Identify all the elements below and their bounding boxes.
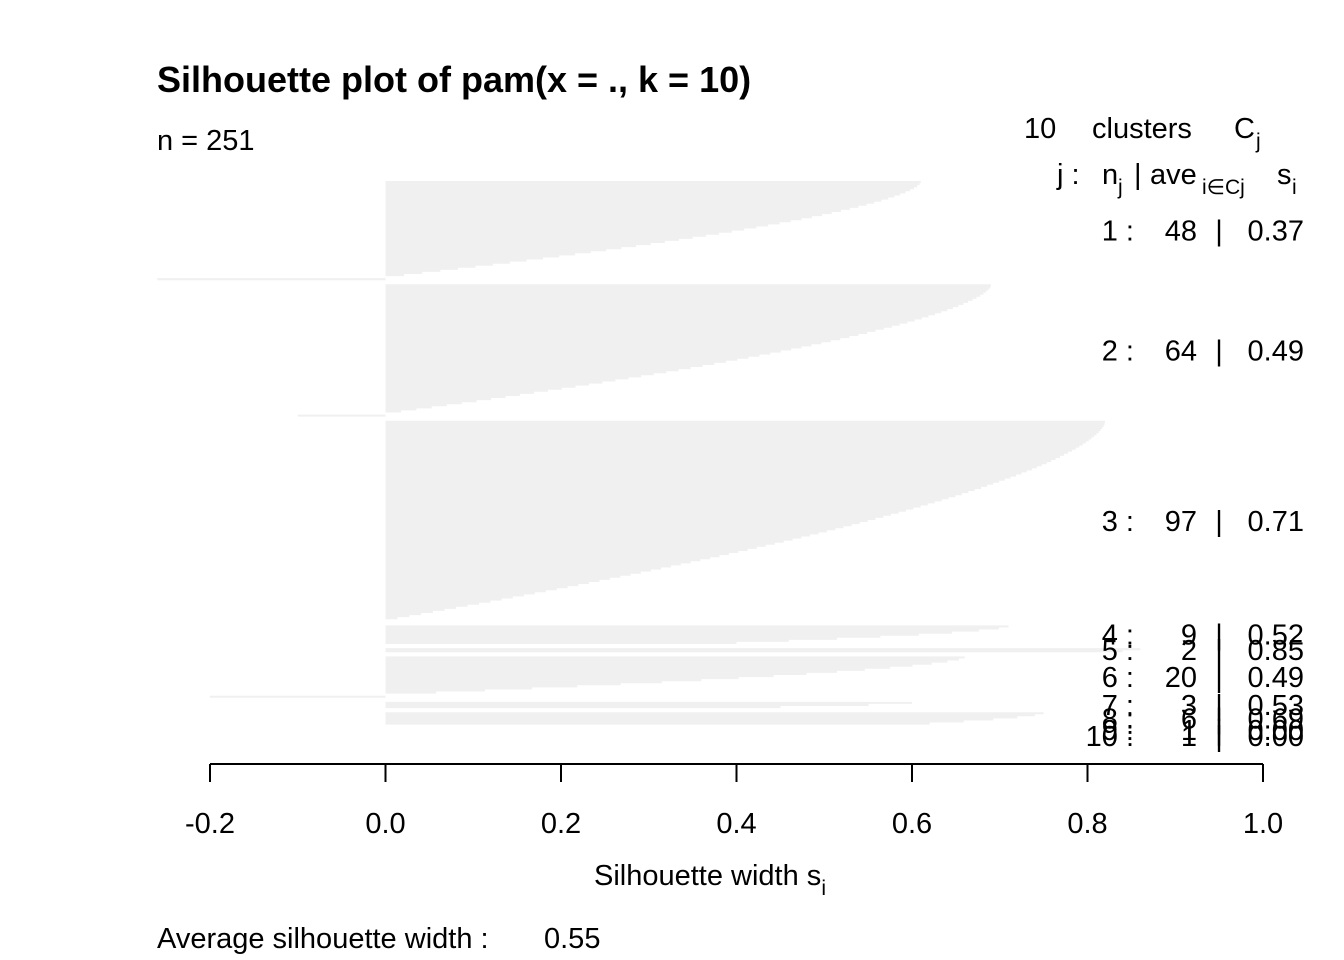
x-tick-label: 0.4	[716, 808, 756, 840]
column-header-j: j :	[1056, 159, 1080, 191]
cluster-label-j: 8 :	[1102, 703, 1134, 735]
cluster-label-sep: |	[1215, 721, 1223, 753]
cluster-label-ave: 0.49	[1248, 336, 1304, 368]
cluster-label-j: 10 :	[1086, 721, 1134, 753]
cluster-label-sep: |	[1215, 703, 1223, 735]
cluster-label-ave: 0.71	[1248, 506, 1304, 538]
cluster-label-ave: 0.00	[1248, 721, 1304, 753]
legend-cluster-symbol-sub: j	[1255, 130, 1261, 153]
legend-cluster-count: 10	[1024, 113, 1056, 145]
cluster-bar-2	[297, 284, 991, 417]
column-header-s-sub: i	[1292, 176, 1297, 199]
cluster-label-j: 2 :	[1102, 336, 1134, 368]
column-header-s: s	[1277, 159, 1292, 191]
footer-label: Average silhouette width :	[157, 923, 489, 955]
cluster-label-1: 1 : 48 | 0.37	[1102, 216, 1304, 248]
cluster-label-6: 6 : 20 | 0.49	[1102, 662, 1304, 694]
cluster-label-j: 6 :	[1102, 662, 1134, 694]
cluster-label-ave: 0.52	[1248, 620, 1304, 652]
cluster-label-ave: 0.85	[1248, 635, 1304, 667]
cluster-labels: 1 :48 | 0.372 :64 | 0.493 :97 | 0.714 :9 | 0.525…	[1086, 216, 1304, 753]
x-tick-label: 0.0	[365, 808, 405, 840]
cluster-label-j: 9 :	[1102, 715, 1134, 747]
cluster-label-sep: |	[1215, 635, 1223, 667]
cluster-label-ave: 0.69	[1248, 703, 1304, 735]
cluster-label-j: 4 :	[1102, 620, 1134, 652]
cluster-label-sep: |	[1215, 336, 1223, 368]
silhouette-bars	[157, 181, 1141, 725]
x-tick-label: 0.6	[892, 808, 932, 840]
cluster-bar-7	[385, 701, 912, 709]
cluster-label-sep: |	[1215, 690, 1223, 722]
legend-cluster-symbol: C	[1234, 113, 1255, 145]
cluster-label-n: 1	[1181, 715, 1197, 747]
cluster-label-sep: |	[1215, 715, 1223, 747]
cluster-bar-3	[385, 420, 1106, 622]
cluster-label-sep: |	[1215, 620, 1223, 652]
cluster-label-n: 1	[1181, 721, 1197, 753]
legend-header: 10 clusters C j	[1024, 113, 1263, 153]
cluster-label-j: 3 :	[1102, 506, 1134, 538]
column-header-sep: |	[1134, 159, 1142, 191]
cluster-label-9: 9 : 1 | 0.00	[1102, 715, 1304, 747]
cluster-label-n: 48	[1165, 216, 1197, 248]
footer-value: 0.55	[544, 923, 600, 955]
cluster-label-n: 20	[1165, 662, 1197, 694]
cluster-label-sep: |	[1215, 506, 1223, 538]
cluster-bar-8	[385, 712, 1044, 725]
chart-title: Silhouette plot of pam(x = ., k = 10)	[157, 59, 751, 100]
x-axis-label-sub: i	[821, 877, 826, 900]
column-header-ave: ave	[1150, 159, 1197, 191]
x-tick-label: 0.8	[1067, 808, 1107, 840]
chart-subtitle: n = 251	[157, 125, 255, 157]
cluster-label-sep: |	[1215, 216, 1223, 248]
cluster-label-j: 7 :	[1102, 690, 1134, 722]
cluster-bar-6	[210, 656, 965, 698]
column-header-n: n	[1102, 159, 1118, 191]
column-header-n-sub: j	[1117, 176, 1123, 199]
x-axis-label: Silhouette width si	[594, 860, 826, 900]
cluster-label-n: 2	[1181, 635, 1197, 667]
x-tick-label: 1.0	[1243, 808, 1283, 840]
cluster-label-4: 4 : 9 | 0.52	[1102, 620, 1304, 652]
cluster-bar-5	[385, 648, 1141, 653]
cluster-label-2: 2 : 64 | 0.49	[1102, 336, 1304, 368]
average-silhouette-footer: Average silhouette width : 0.55	[157, 923, 600, 955]
cluster-label-n: 64	[1165, 336, 1197, 368]
cluster-label-7: 7 : 3 | 0.53	[1102, 690, 1304, 722]
cluster-label-ave: 0.37	[1248, 216, 1304, 248]
cluster-label-n: 6	[1181, 703, 1197, 735]
cluster-label-ave: 0.53	[1248, 690, 1304, 722]
cluster-label-5: 5 : 2 | 0.85	[1102, 635, 1304, 667]
cluster-label-j: 5 :	[1102, 635, 1134, 667]
cluster-label-ave: 0.00	[1248, 715, 1304, 747]
cluster-bar-4	[385, 625, 1009, 644]
column-header-ave-sub: i∈Cj	[1202, 176, 1245, 199]
x-axis: -0.2 0.0 0.2 0.4 0.6 0.8 1.0	[185, 763, 1283, 840]
cluster-label-n: 97	[1165, 506, 1197, 538]
column-header: j : n j | ave i∈Cj s i	[1056, 159, 1300, 201]
cluster-label-8: 8 : 6 | 0.69	[1102, 703, 1304, 735]
cluster-label-10: 10 : 1 | 0.00	[1086, 721, 1304, 753]
legend-clusters-label: clusters	[1092, 113, 1192, 145]
cluster-label-sep: |	[1215, 662, 1223, 694]
cluster-label-j: 1 :	[1102, 216, 1134, 248]
cluster-label-3: 3 : 97 | 0.71	[1102, 506, 1304, 538]
cluster-label-n: 3	[1181, 690, 1197, 722]
x-axis-label-text: Silhouette width s	[594, 860, 821, 892]
x-tick-label: -0.2	[185, 808, 235, 840]
cluster-label-ave: 0.49	[1248, 662, 1304, 694]
x-tick-label: 0.2	[541, 808, 581, 840]
cluster-label-n: 9	[1181, 620, 1197, 652]
cluster-bar-1	[157, 181, 921, 281]
